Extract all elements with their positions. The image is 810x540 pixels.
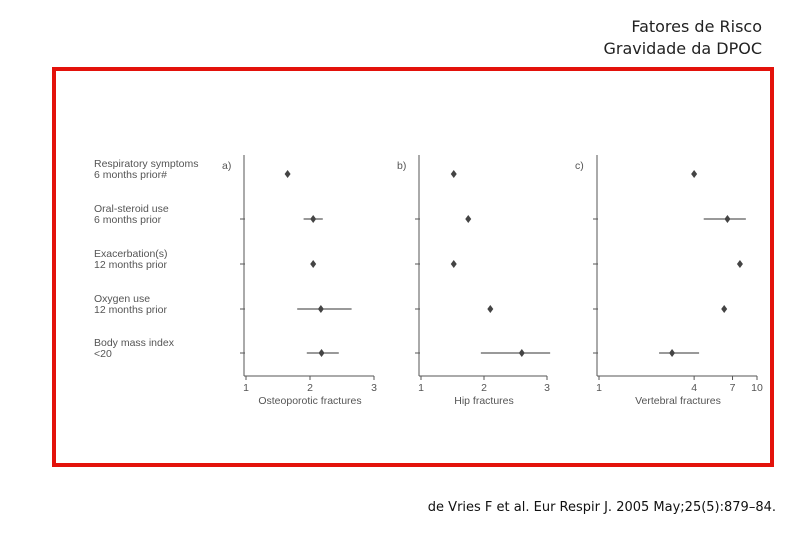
panel-1-tick-label-3: 3 xyxy=(371,382,377,394)
panel-2-point-5 xyxy=(518,349,525,357)
panel-1-point-3 xyxy=(310,260,317,268)
panel-2-point-2 xyxy=(465,215,472,223)
panel-2-point-1 xyxy=(450,170,457,178)
row-label-4-line-1: Oxygen use xyxy=(94,293,150,305)
panel-2-x-label: Hip fractures xyxy=(454,395,514,407)
panel-3-point-2 xyxy=(724,215,731,223)
panel-2-tick-label-3: 3 xyxy=(544,382,550,394)
panel-3-tick-label-3: 7 xyxy=(730,382,736,394)
panel-1-point-2 xyxy=(310,215,317,223)
panel-2-tick-label-2: 2 xyxy=(481,382,487,394)
row-label-1-line-2: 6 months prior# xyxy=(94,169,167,181)
panel-1-point-1 xyxy=(284,170,291,178)
panel-3-point-5 xyxy=(669,349,676,357)
panel-2-label: b) xyxy=(397,160,406,172)
row-label-3-line-2: 12 months prior xyxy=(94,259,167,271)
panel-3-label: c) xyxy=(575,160,584,172)
row-label-5-line-1: Body mass index xyxy=(94,337,175,349)
panel-3-point-1 xyxy=(691,170,698,178)
slide-title-line-2: Gravidade da DPOC xyxy=(603,39,762,58)
row-label-2-line-1: Oral-steroid use xyxy=(94,203,169,215)
row-label-1: Respiratory symptoms 6 months prior# xyxy=(94,158,198,181)
row-label-5: Body mass index <20 xyxy=(94,337,175,360)
citation: de Vries F et al. Eur Respir J. 2005 May… xyxy=(427,500,776,515)
panel-1-point-5 xyxy=(318,349,325,357)
panel-1-point-4 xyxy=(317,305,324,313)
panel-3-x-label: Vertebral fractures xyxy=(635,395,721,407)
forest-plot: Respiratory symptoms 6 months prior# Oral-… xyxy=(94,155,763,407)
panel-1-label: a) xyxy=(222,160,231,172)
highlight-frame: Respiratory symptoms 6 months prior# Oral-… xyxy=(52,67,774,467)
panel-3-tick-label-1: 1 xyxy=(596,382,602,394)
row-label-3: Exacerbation(s) 12 months prior xyxy=(94,248,168,271)
row-label-2-line-2: 6 months prior xyxy=(94,214,162,226)
row-label-1-line-1: Respiratory symptoms xyxy=(94,158,198,170)
panel-3-point-4 xyxy=(721,305,728,313)
panel-3-tick-label-2: 4 xyxy=(691,382,697,394)
row-label-2: Oral-steroid use 6 months prior xyxy=(94,203,169,226)
panel-3-point-3 xyxy=(736,260,743,268)
panel-2-tick-label-1: 1 xyxy=(418,382,424,394)
row-label-5-line-2: <20 xyxy=(94,348,112,360)
panel-3-tick-label-4: 10 xyxy=(751,382,763,394)
row-label-4-line-2: 12 months prior xyxy=(94,304,167,316)
panel-2-point-4 xyxy=(487,305,494,313)
panel-1-tick-label-1: 1 xyxy=(243,382,249,394)
panel-2-point-3 xyxy=(450,260,457,268)
slide-title-line-1: Fatores de Risco xyxy=(631,17,762,36)
panel-1-x-label: Osteoporotic fractures xyxy=(258,395,361,407)
row-label-4: Oxygen use 12 months prior xyxy=(94,293,167,316)
panel-1-tick-label-2: 2 xyxy=(307,382,313,394)
slide-title: Fatores de Risco Gravidade da DPOC xyxy=(462,16,762,60)
row-label-3-line-1: Exacerbation(s) xyxy=(94,248,168,260)
